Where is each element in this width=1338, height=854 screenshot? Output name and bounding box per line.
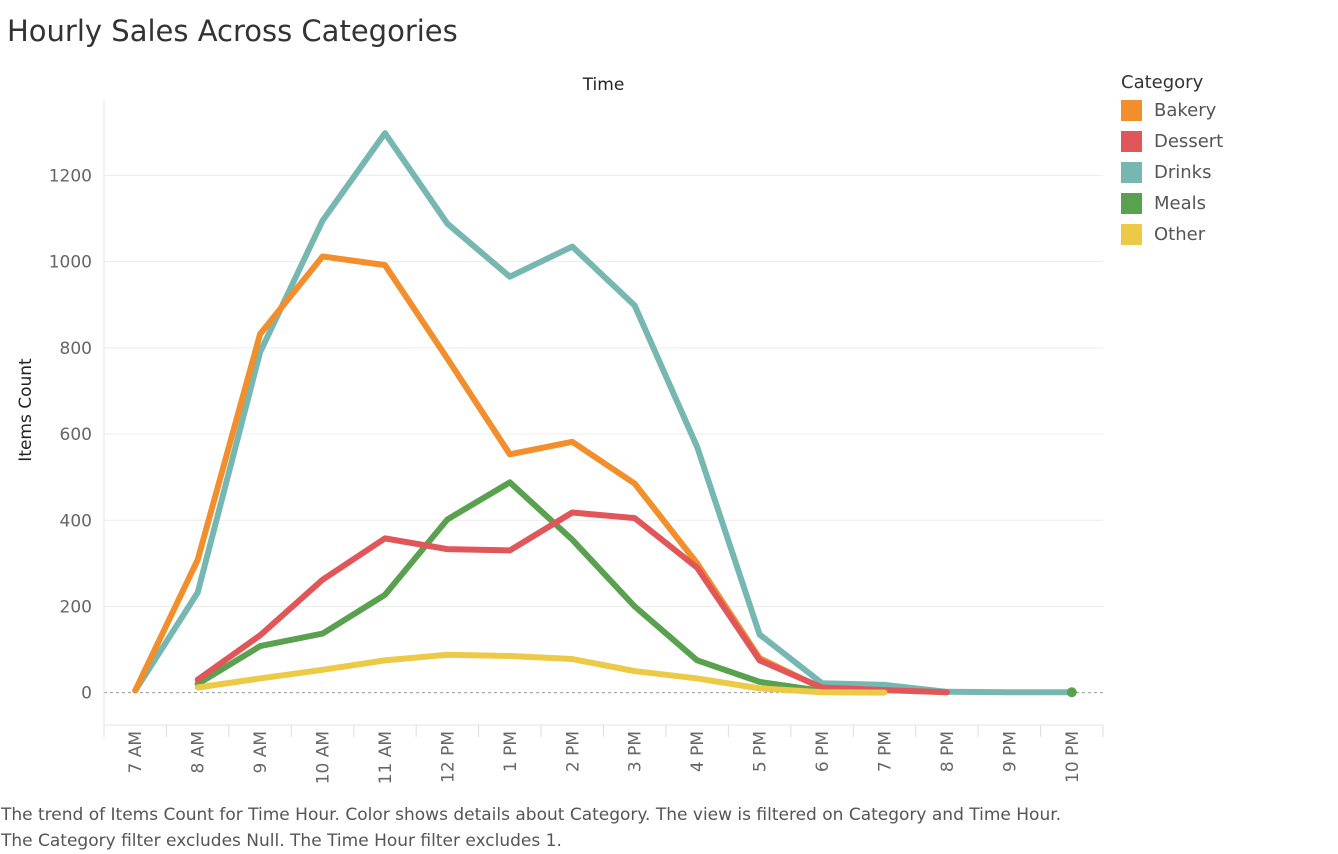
x-tick-label: 8 PM <box>938 731 958 772</box>
x-tick-label: 6 PM <box>813 731 833 772</box>
legend-item-dessert[interactable]: Dessert <box>1121 126 1223 157</box>
x-axis-title: Time <box>582 75 625 95</box>
x-tick-label: 5 PM <box>751 731 771 772</box>
caption-line-2: The Category filter excludes Null. The T… <box>1 831 562 851</box>
legend-item-other[interactable]: Other <box>1121 219 1223 250</box>
series-point-meals <box>1066 687 1077 698</box>
x-tick-label: 7 AM <box>126 731 146 774</box>
legend-label: Meals <box>1154 193 1207 214</box>
x-tick-label: 9 AM <box>251 731 271 774</box>
legend-label: Bakery <box>1154 100 1217 121</box>
legend-item-drinks[interactable]: Drinks <box>1121 157 1223 188</box>
x-tick-label: 10 PM <box>1063 731 1083 783</box>
legend-title: Category <box>1121 72 1204 93</box>
legend-item-meals[interactable]: Meals <box>1121 188 1223 219</box>
series-line-other <box>194 651 888 696</box>
x-tick-label: 7 PM <box>875 731 895 772</box>
line-chart: 0 200 400 600 800 1000 1200 7 AM 8 AM 9 AM 10 AM 11… <box>16 75 1104 784</box>
caption: The trend of Items Count for Time Hour. … <box>1 802 1331 854</box>
legend-swatch <box>1121 100 1142 121</box>
legend-label: Drinks <box>1154 162 1212 183</box>
x-tick-label: 10 AM <box>314 731 334 784</box>
legend-swatch <box>1121 131 1142 152</box>
x-tick-label: 2 PM <box>563 731 583 772</box>
chart-title: Hourly Sales Across Categories <box>7 14 458 48</box>
legend-item-bakery[interactable]: Bakery <box>1121 95 1223 126</box>
y-axis-title: Items Count <box>16 358 36 462</box>
x-tick-label: 9 PM <box>1000 731 1020 772</box>
y-tick-label: 800 <box>60 339 92 359</box>
legend: Category Bakery Dessert Drinks Meals Oth… <box>1121 72 1223 250</box>
legend-label: Other <box>1154 224 1206 245</box>
x-tick-label: 12 PM <box>438 731 458 783</box>
y-tick-label: 400 <box>60 511 92 531</box>
x-tick-label: 11 AM <box>376 731 396 784</box>
series-line-dessert <box>194 509 950 696</box>
series-line-drinks <box>132 130 1075 696</box>
legend-swatch <box>1121 162 1142 183</box>
caption-line-1: The trend of Items Count for Time Hour. … <box>1 805 1062 825</box>
y-tick-label: 1200 <box>49 166 92 186</box>
y-tick-label: 1000 <box>49 253 92 273</box>
y-tick-label: 200 <box>60 597 92 617</box>
y-tick-label: 600 <box>60 425 92 445</box>
legend-swatch <box>1121 224 1142 245</box>
x-tick-label: 4 PM <box>688 731 708 772</box>
series-line-bakery <box>132 253 888 695</box>
legend-label: Dessert <box>1154 131 1224 152</box>
x-tick-label: 8 AM <box>189 731 209 774</box>
legend-swatch <box>1121 193 1142 214</box>
x-tick-label: 1 PM <box>501 731 521 772</box>
y-tick-label: 0 <box>81 684 92 704</box>
x-tick-label: 3 PM <box>626 731 646 772</box>
series-line-meals <box>194 479 826 694</box>
